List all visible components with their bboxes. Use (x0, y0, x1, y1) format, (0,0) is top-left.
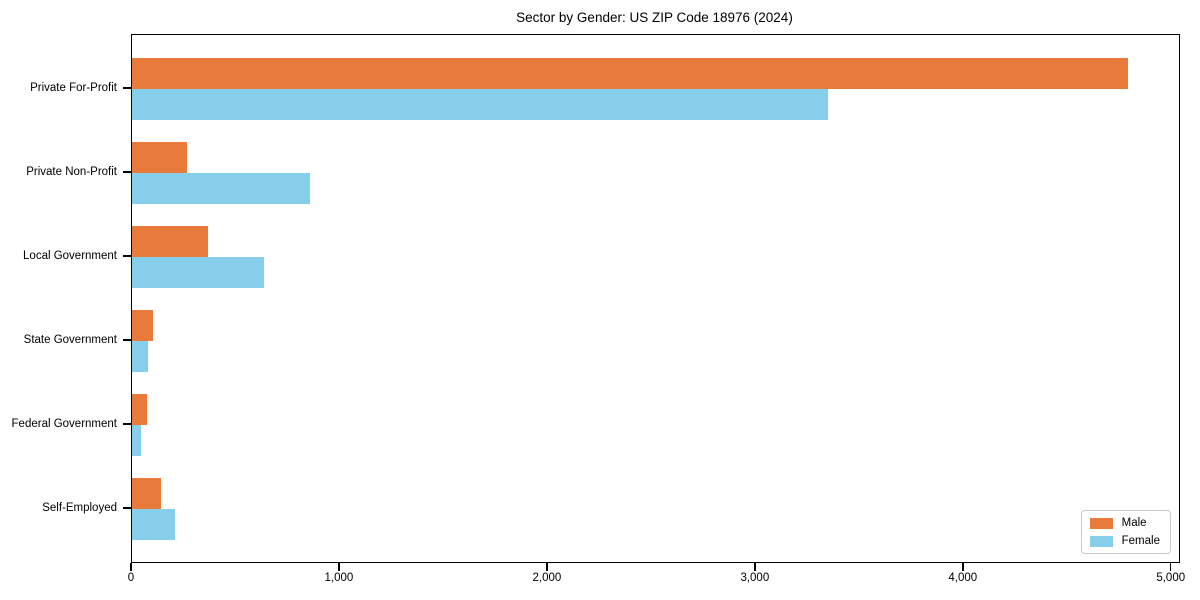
x-tick-3000 (754, 563, 756, 571)
bar-male-private-for-profit (132, 58, 1129, 89)
x-tick-0 (130, 563, 132, 571)
x-tick-label-1000: 1,000 (324, 572, 354, 584)
y-tick-label-local-government: Local Government (23, 250, 117, 262)
bar-male-state-government (132, 310, 153, 341)
x-tick-2000 (546, 563, 548, 571)
bar-male-federal-government (132, 394, 147, 425)
y-tick-label-self-employed: Self-Employed (42, 502, 117, 514)
bar-female-federal-government (132, 425, 142, 456)
x-tick-label-2000: 2,000 (532, 572, 562, 584)
x-tick-4000 (962, 563, 964, 571)
y-tick-local-government (123, 255, 131, 257)
y-tick-label-state-government: State Government (23, 334, 117, 346)
x-tick-label-3000: 3,000 (740, 572, 770, 584)
y-tick-private-non-profit (123, 171, 131, 173)
bar-female-private-for-profit (132, 89, 828, 120)
bar-female-private-non-profit (132, 173, 310, 204)
y-tick-label-federal-government: Federal Government (11, 418, 117, 430)
y-tick-state-government (123, 339, 131, 341)
legend-swatch-male (1089, 517, 1113, 529)
y-tick-self-employed (123, 507, 131, 509)
y-tick-federal-government (123, 423, 131, 425)
y-tick-label-private-non-profit: Private Non-Profit (26, 166, 117, 178)
chart-title: Sector by Gender: US ZIP Code 18976 (202… (516, 10, 793, 25)
legend-label-female: Female (1121, 535, 1160, 547)
legend-item-female: Female (1089, 535, 1160, 547)
x-tick-label-0: 0 (127, 572, 135, 584)
plot-area: Male Female (131, 34, 1180, 563)
bar-female-state-government (132, 341, 148, 372)
bar-male-self-employed (132, 478, 162, 509)
y-tick-private-for-profit (123, 87, 131, 89)
bar-male-private-non-profit (132, 142, 188, 173)
y-tick-label-private-for-profit: Private For-Profit (30, 82, 117, 94)
x-tick-label-4000: 4,000 (948, 572, 978, 584)
x-tick-5000 (1169, 563, 1172, 571)
x-tick-1000 (338, 563, 340, 571)
bar-male-local-government (132, 226, 208, 257)
legend-item-male: Male (1089, 517, 1160, 529)
x-tick-label-5000: 5,000 (1156, 572, 1186, 584)
bar-female-local-government (132, 257, 265, 288)
legend-label-male: Male (1121, 517, 1147, 529)
legend-swatch-female (1089, 535, 1113, 547)
bar-female-self-employed (132, 509, 175, 540)
legend: Male Female (1080, 510, 1171, 554)
